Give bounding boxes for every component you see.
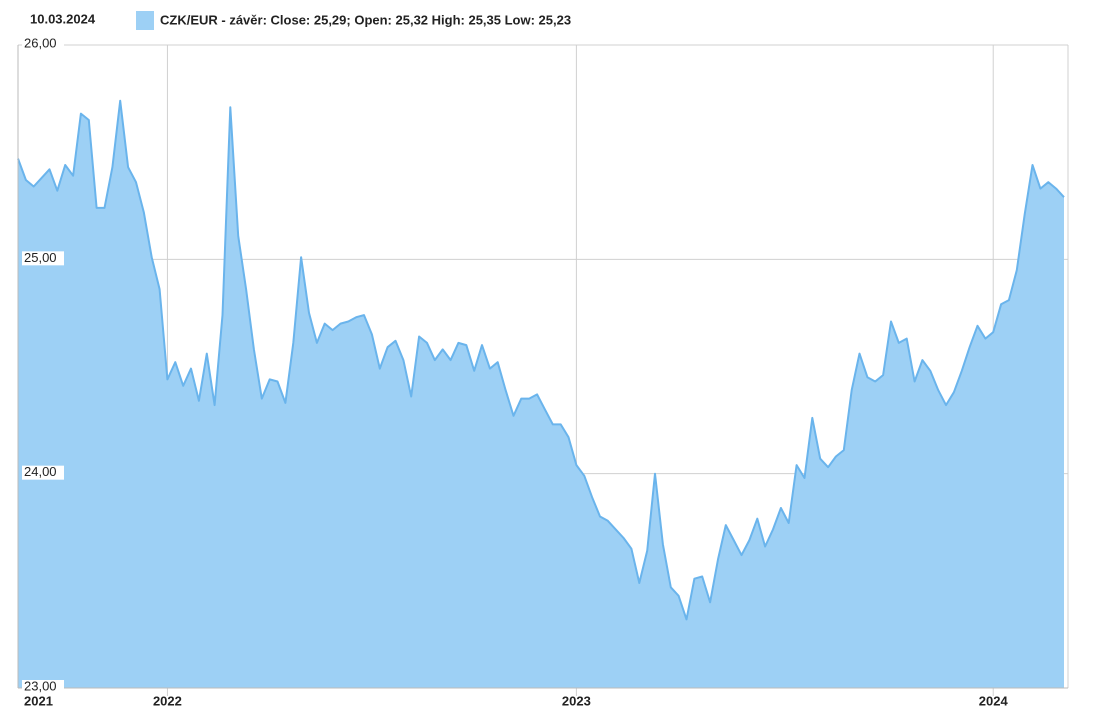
y-tick-label: 24,00 [24,464,57,479]
y-tick-label: 23,00 [24,678,57,693]
area [18,100,1064,688]
x-tick-label: 2023 [562,693,591,708]
y-tick-label-bg [22,251,64,266]
y-tick-label: 25,00 [24,250,57,265]
x-tick-label: 2024 [979,693,1009,708]
y-tick-label: 26,00 [24,35,57,50]
y-tick-label-bg [22,37,64,51]
line [17,99,1065,621]
x-tick-label: 2022 [153,693,182,708]
y-tick-label-bg [22,680,64,694]
legend-swatch [136,11,154,30]
legend-label: CZK/EUR - závěr: Close: 25,29; Open: 25,… [160,12,571,27]
x-tick-label: 2021 [24,693,53,708]
date-label: 10.03.2024 [30,11,96,26]
y-tick-label-bg [22,465,64,480]
